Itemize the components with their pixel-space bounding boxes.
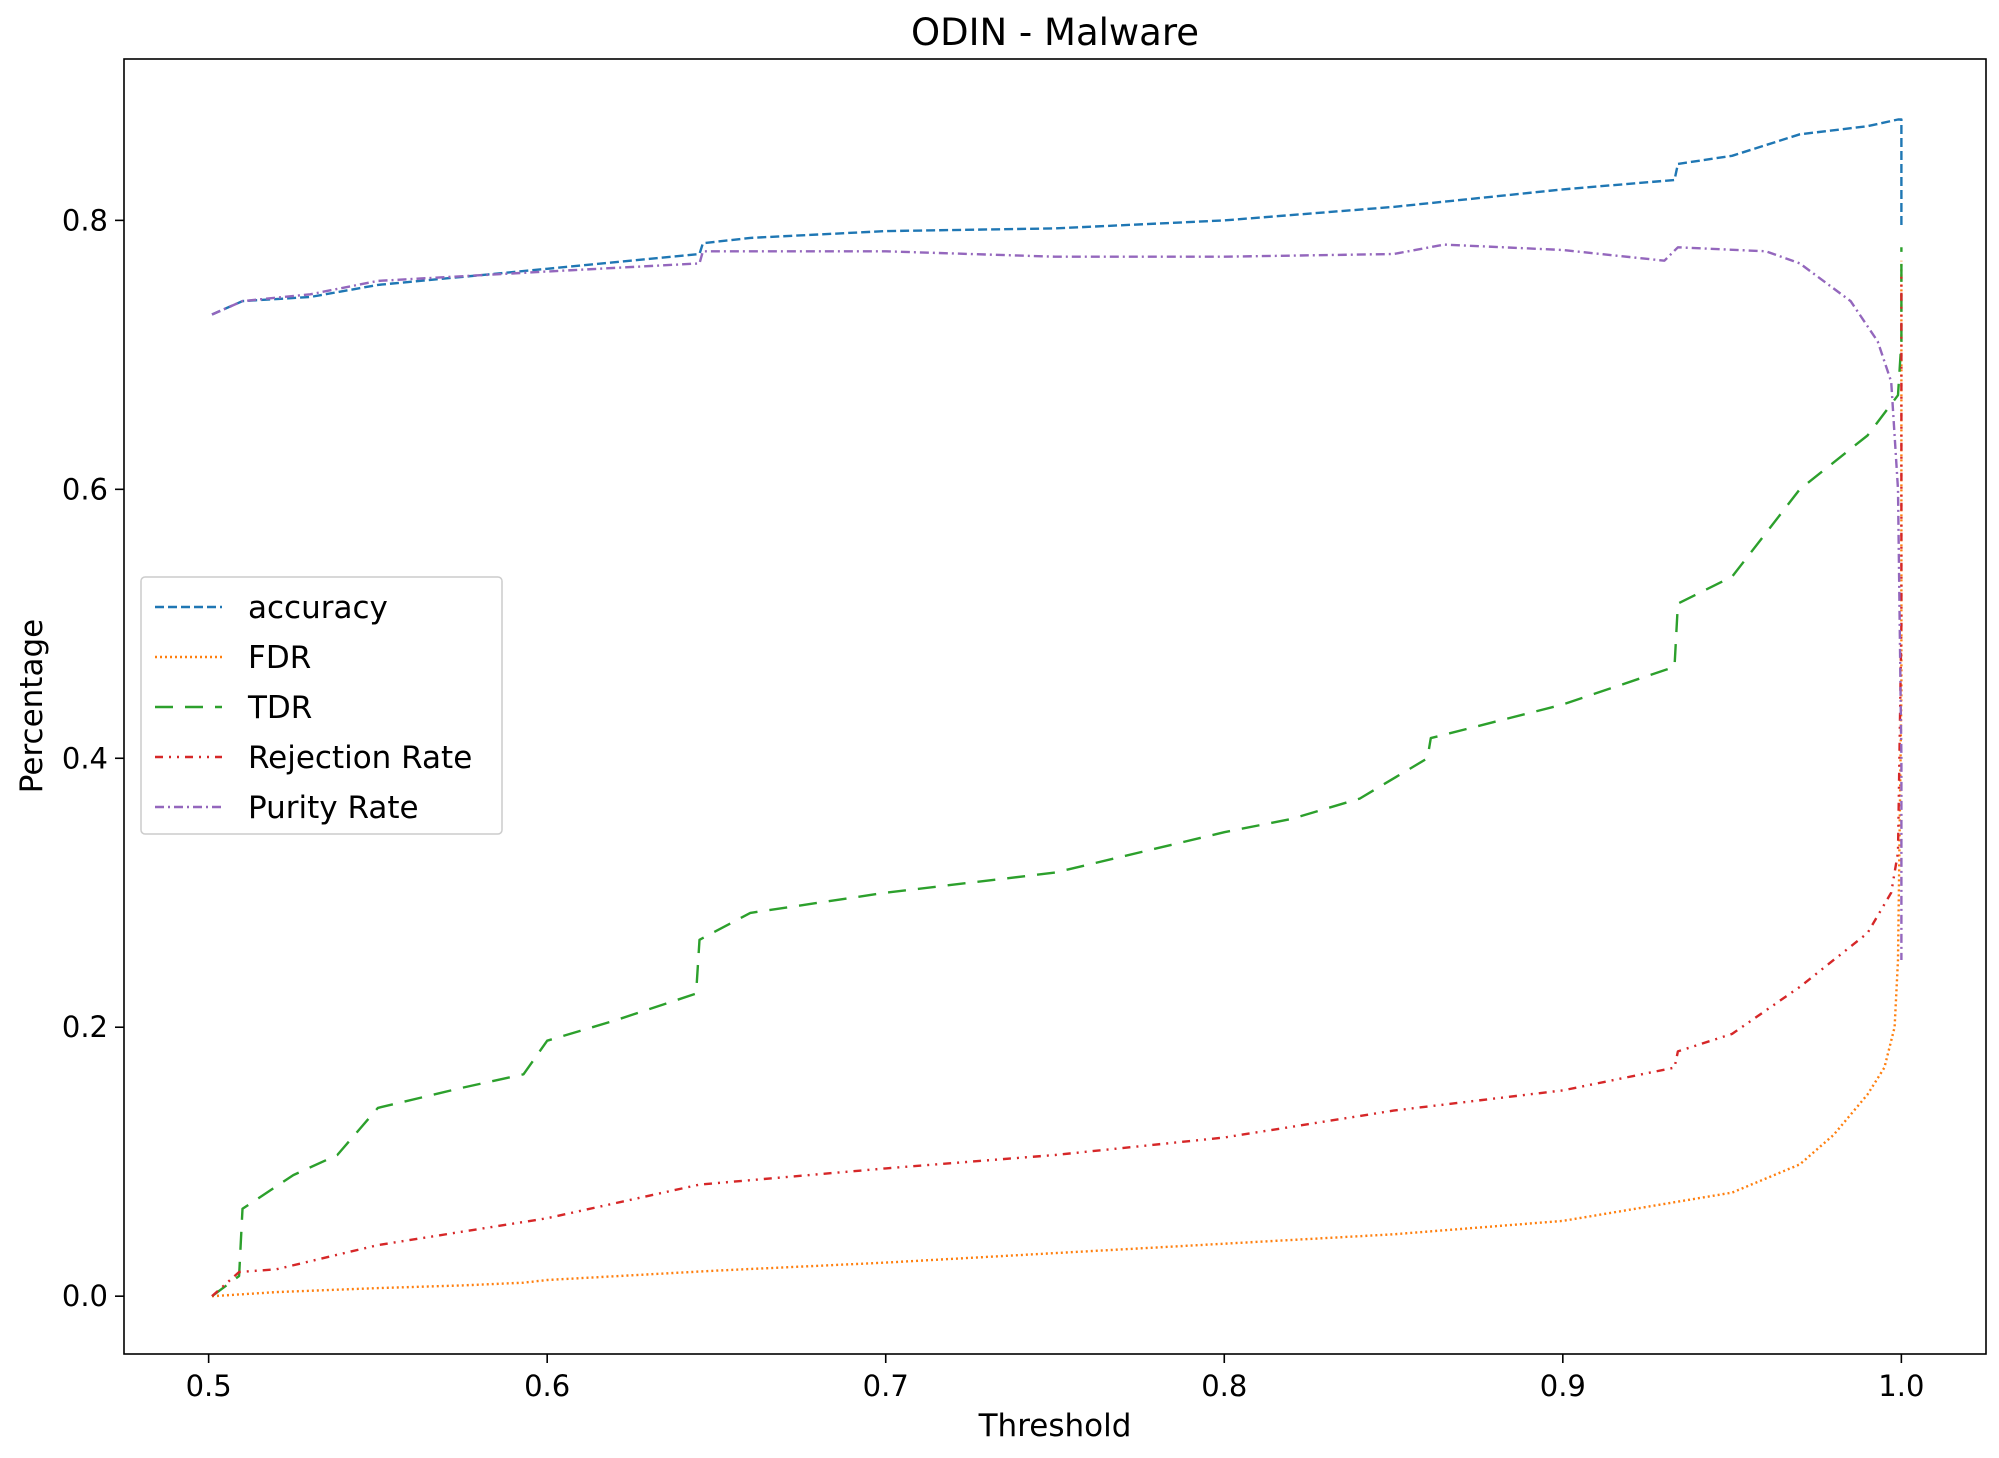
y-tick-label: 0.8	[62, 203, 108, 237]
y-tick-label: 0.4	[62, 741, 108, 775]
x-axis-label: Threshold	[978, 1408, 1132, 1444]
legend: accuracy FDR TDR Rejection Rate Purity Rate	[140, 576, 503, 835]
series-line-purity-rate	[211, 243, 1903, 960]
legend-label-rejection-rate: Rejection Rate	[248, 740, 472, 776]
x-tick-label: 1.0	[1878, 1369, 1924, 1403]
x-axis-ticks: 0.5 0.6 0.7 0.8 0.9 1.0	[186, 1354, 1924, 1403]
legend-label-tdr: TDR	[247, 690, 312, 726]
legend-box	[140, 576, 503, 835]
legend-label-fdr: FDR	[248, 640, 311, 676]
legend-label-purity-rate: Purity Rate	[248, 790, 419, 826]
chart-title: ODIN - Malware	[911, 11, 1199, 54]
y-tick-label: 0.0	[62, 1279, 108, 1313]
y-tick-label: 0.6	[62, 472, 108, 506]
series-line-fdr	[211, 260, 1903, 1298]
y-tick-label: 0.2	[62, 1010, 108, 1044]
series-line-tdr	[211, 247, 1903, 1298]
plot-area	[123, 58, 1987, 1355]
series-layer	[211, 118, 1903, 1298]
x-tick-label: 0.9	[1540, 1369, 1586, 1403]
legend-label-accuracy: accuracy	[248, 590, 388, 626]
y-axis-label: Percentage	[14, 619, 50, 793]
x-tick-label: 0.6	[524, 1369, 570, 1403]
x-tick-label: 0.7	[863, 1369, 909, 1403]
y-axis-ticks: 0.0 0.2 0.4 0.6 0.8	[62, 203, 124, 1313]
x-tick-label: 0.5	[186, 1369, 232, 1403]
x-tick-label: 0.8	[1201, 1369, 1247, 1403]
series-line-accuracy	[211, 118, 1903, 316]
